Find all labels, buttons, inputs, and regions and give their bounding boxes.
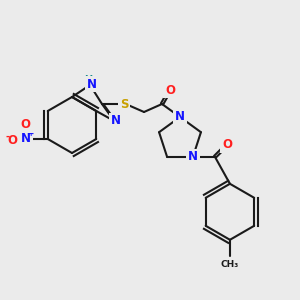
Text: CH₃: CH₃ [221,260,239,269]
Text: N: N [21,133,31,146]
Text: O: O [21,118,31,131]
Text: -: - [6,132,10,142]
Text: +: + [28,130,34,139]
Text: N: N [87,77,97,91]
Text: N: N [188,150,198,163]
Text: O: O [222,138,232,151]
Text: N: N [175,110,185,124]
Text: N: N [111,115,121,128]
Text: H: H [84,75,92,85]
Text: S: S [120,98,128,110]
Text: O: O [165,83,175,97]
Text: O: O [8,134,18,148]
